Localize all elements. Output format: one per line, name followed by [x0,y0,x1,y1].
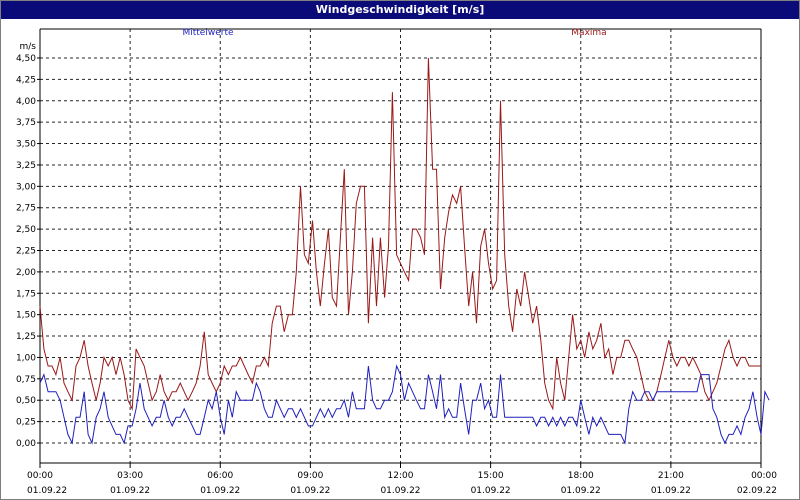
y-tick-label: 2,50 [16,225,36,235]
y-axis-unit: m/s [20,42,37,52]
y-tick-label: 0,50 [16,396,36,406]
x-tick-time: 09:00 [297,471,323,481]
x-tick-date: 01.09.22 [471,486,511,496]
y-tick-label: 0,25 [16,418,36,428]
x-tick-date: 01.09.22 [290,486,330,496]
y-tick-label: 3,25 [16,161,36,171]
x-tick-time: 15:00 [478,471,504,481]
legend-max-label: Maxima [571,28,606,38]
y-tick-label: 2,25 [16,247,36,257]
series-line-mittelwerte [39,364,770,445]
x-tick-time: 18:00 [568,471,594,481]
y-tick-label: 4,00 [16,97,36,107]
y-tick-label: 3,50 [16,140,36,150]
x-tick-date: 01.09.22 [27,486,67,496]
legend-mean-label: Mittelwerte [182,28,233,38]
x-tick-date: 01.09.22 [200,486,240,496]
y-tick-label: 3,75 [16,118,36,128]
y-tick-label: 2,00 [16,268,36,278]
y-tick-label: 2,75 [16,204,36,214]
y-tick-label: 0,75 [16,375,36,385]
y-tick-label: 0,00 [16,439,36,449]
y-tick-label: 1,00 [16,353,36,363]
series-line-maxima [39,57,761,411]
y-tick-label: 4,25 [16,75,36,85]
y-tick-label: 1,50 [16,311,36,321]
x-tick-date: 01.09.22 [561,486,601,496]
x-tick-time: 00:00 [27,471,53,481]
x-tick-date: 02.09.22 [737,486,777,496]
y-tick-label: 1,75 [16,289,36,299]
x-tick-date: 01.09.22 [651,486,691,496]
x-tick-time: 00:00 [751,471,777,481]
x-tick-time: 06:00 [207,471,233,481]
chart-title: Windgeschwindigkeit [m/s] [1,1,799,19]
x-tick-time: 12:00 [388,471,414,481]
x-tick-time: 21:00 [658,471,684,481]
y-tick-label: 3,00 [16,182,36,192]
y-tick-label: 4,50 [16,54,36,64]
x-tick-date: 01.09.22 [380,486,420,496]
y-tick-label: 1,25 [16,332,36,342]
x-tick-date: 01.09.22 [110,486,150,496]
x-tick-time: 03:00 [117,471,143,481]
